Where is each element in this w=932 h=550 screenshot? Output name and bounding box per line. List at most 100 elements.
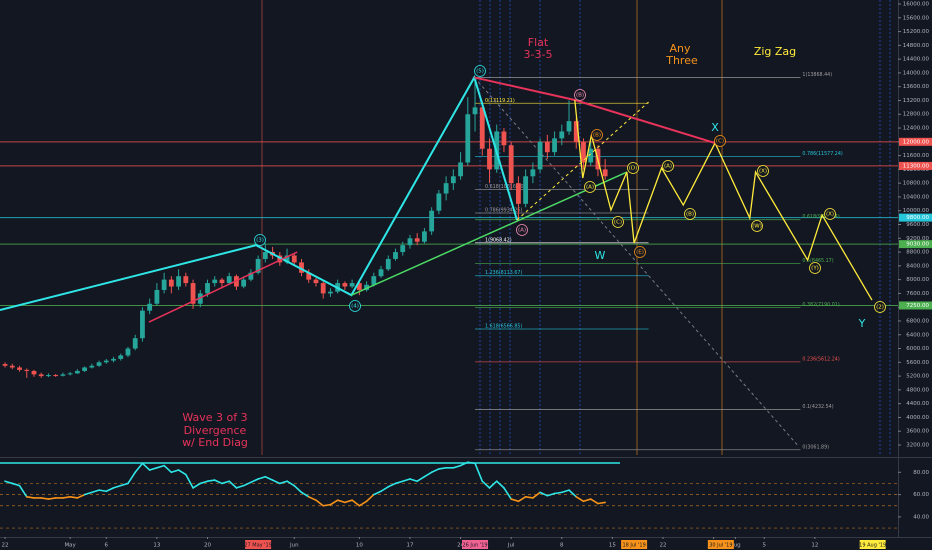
rsi-segment	[481, 480, 491, 489]
rsi-segment	[206, 479, 216, 483]
rsi-segment	[351, 499, 361, 507]
price-box	[899, 213, 932, 222]
rsi-segment	[452, 464, 462, 469]
candle-body	[501, 131, 507, 146]
candle-body	[429, 210, 435, 232]
annotation-label: (B)	[686, 212, 694, 218]
label-badge	[474, 65, 486, 77]
fib-label: 0.618(10616.40)	[485, 184, 525, 190]
x-marker-label: 19 Aug '19	[859, 543, 886, 549]
annotation-label: (2)	[876, 305, 884, 311]
label-badge	[751, 220, 763, 232]
rsi-segment	[358, 500, 368, 507]
y-tick-label: 13600.00	[903, 84, 930, 90]
candle-body	[176, 276, 181, 287]
x-tick-label: 15	[609, 543, 616, 549]
x-tick-label: Jul	[507, 543, 515, 549]
rsi-segment	[293, 484, 303, 494]
candle-body	[422, 231, 427, 242]
y-tick-label: 5200.00	[906, 374, 929, 380]
annotation-label: 3-3-5	[524, 48, 553, 61]
y-tick-label: 14000.00	[903, 70, 930, 76]
rsi-segment	[134, 462, 144, 474]
candle-body	[328, 291, 333, 294]
rsi-segment	[387, 482, 397, 488]
candle-body	[544, 141, 550, 153]
annotation-label: (X)	[826, 212, 834, 218]
rsi-segment	[539, 491, 549, 497]
rsi-segment	[11, 482, 21, 487]
rsi-segment	[568, 489, 578, 498]
rsi-segment	[474, 462, 484, 483]
rsi-segment	[582, 498, 592, 503]
label-badge	[574, 89, 586, 101]
fib-label: 0.786(9934.26)	[485, 207, 522, 213]
label-badge	[874, 301, 886, 313]
label-badge	[516, 224, 528, 236]
y-tick-label: 12800.00	[903, 112, 930, 118]
y-tick-label: 6000.00	[906, 346, 929, 352]
candle-body	[205, 283, 210, 294]
annotation-label: (C)	[614, 220, 622, 226]
annotation-label: (B)	[593, 133, 601, 139]
candle-body	[67, 373, 73, 375]
rsi-tick-label: 40.00	[913, 514, 929, 520]
candle-body	[111, 358, 116, 361]
rsi-segment	[62, 496, 71, 499]
label-badge	[824, 208, 836, 220]
rsi-segment	[264, 475, 274, 481]
rsi-segment	[4, 480, 14, 485]
rsi-segment	[148, 467, 158, 471]
rsi-segment	[553, 491, 563, 495]
y-tick-label: 8000.00	[906, 277, 929, 283]
candle-body	[103, 360, 109, 363]
x-marker-box	[859, 540, 886, 549]
rsi-segment	[213, 479, 223, 485]
y-tick-label: 13200.00	[903, 98, 930, 104]
x-tick-label: 10	[356, 543, 363, 549]
rsi-segment	[546, 492, 556, 497]
rsi-segment	[524, 496, 534, 499]
fib-label: 1.618(6566.85)	[485, 324, 522, 330]
annotation-label: Flat	[528, 36, 549, 49]
x-tick-label: 24	[457, 543, 464, 549]
y-tick-label: 9600.00	[906, 222, 929, 228]
rsi-segment	[271, 479, 281, 485]
rsi-segment	[250, 478, 259, 484]
x-tick-label: 13	[153, 543, 160, 549]
rsi-segment	[394, 480, 404, 485]
label-badge	[634, 246, 646, 258]
annotation-label: W	[595, 249, 606, 262]
y-tick-label: 10000.00	[903, 208, 930, 214]
rsi-segment	[119, 482, 129, 487]
candle-body	[140, 310, 145, 339]
fib-label: 0.236(5612.24)	[802, 356, 839, 362]
candle-body	[443, 183, 449, 194]
label-badge	[684, 208, 696, 220]
annotation-label: Any	[669, 42, 690, 55]
candle-body	[414, 238, 420, 242]
candle-body	[581, 141, 586, 163]
label-badge	[809, 262, 821, 274]
annotation-label: Three	[665, 54, 698, 67]
candle-body	[255, 258, 261, 273]
candle-body	[313, 279, 319, 284]
candle-body	[523, 176, 529, 204]
x-marker-label: 27 May '19	[244, 543, 272, 549]
candle-body	[299, 262, 304, 273]
candle-body	[277, 255, 283, 263]
x-marker-label: 18 Jul '19	[622, 543, 645, 549]
price-box-label: 12000.00	[903, 139, 930, 145]
label-badge	[662, 160, 674, 172]
candle-body	[320, 283, 326, 294]
y-tick-label: 14800.00	[903, 43, 930, 49]
candle-body	[2, 364, 8, 366]
rsi-segment	[423, 471, 433, 478]
x-marker-box	[462, 540, 489, 549]
price-box	[899, 161, 932, 170]
rsi-segment	[279, 480, 288, 485]
rsi-segment	[365, 493, 375, 503]
annotation-label: Wave 3 of 3	[182, 411, 247, 424]
candle-body	[508, 145, 514, 184]
y-tick-label: 3600.00	[906, 429, 929, 435]
